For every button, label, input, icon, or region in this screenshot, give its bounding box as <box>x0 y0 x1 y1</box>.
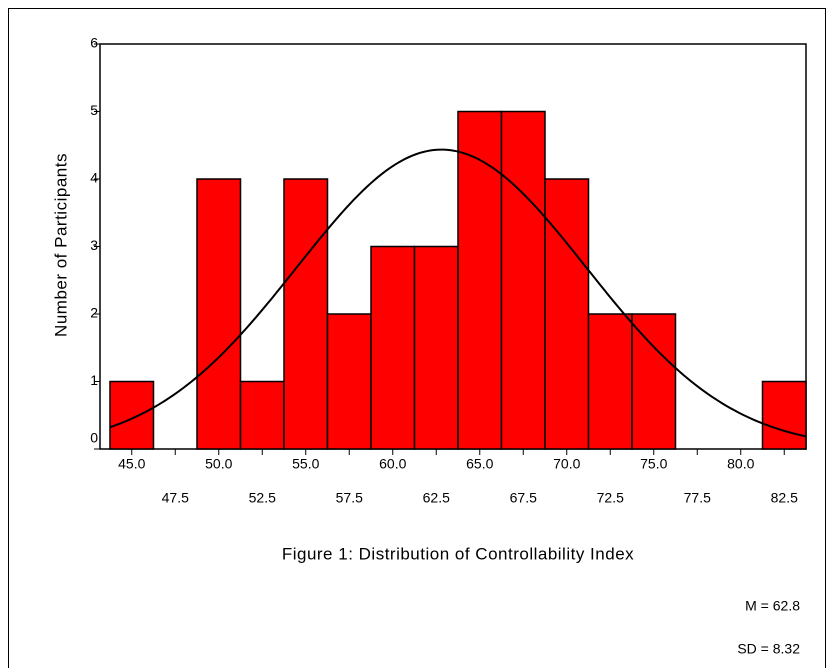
bar <box>544 178 590 450</box>
annotation: SD = 8.32 <box>737 641 800 657</box>
y-tick-label: 3 <box>90 237 98 253</box>
x-tick-label: 77.5 <box>684 490 711 506</box>
x-tick-label: 80.0 <box>727 456 754 472</box>
chart-title: Figure 1: Distribution of Controllabilit… <box>282 544 634 563</box>
x-tick-label: 57.5 <box>336 490 363 506</box>
bar <box>500 110 546 450</box>
bar <box>413 245 459 450</box>
x-tick-label: 45.0 <box>118 456 145 472</box>
y-axis-label: Number of Participants <box>51 153 70 337</box>
normal-curve <box>109 148 807 438</box>
y-tick-label: 1 <box>90 372 98 388</box>
bar <box>457 110 503 450</box>
x-tick-label: 60.0 <box>379 456 406 472</box>
x-tick-label: 52.5 <box>249 490 276 506</box>
x-tick-label: 47.5 <box>162 490 189 506</box>
bar <box>631 313 677 450</box>
y-tick-label: 4 <box>90 170 98 186</box>
y-tick-label: 2 <box>90 305 98 321</box>
y-tick-label: 0 <box>90 430 98 446</box>
x-tick-label: 82.5 <box>771 490 798 506</box>
annotation: M = 62.8 <box>745 598 800 614</box>
x-tick-label: 55.0 <box>292 456 319 472</box>
x-tick-label: 75.0 <box>640 456 667 472</box>
x-tick-label: 67.5 <box>510 490 537 506</box>
bar <box>239 380 285 450</box>
bar <box>587 313 633 450</box>
x-tick-label: 62.5 <box>423 490 450 506</box>
y-tick-label: 6 <box>90 35 98 51</box>
y-tick-label: 5 <box>90 102 98 118</box>
bar <box>196 178 242 450</box>
bar <box>326 313 372 450</box>
bar <box>370 245 416 450</box>
x-tick-label: 70.0 <box>553 456 580 472</box>
x-tick-label: 65.0 <box>466 456 493 472</box>
bar <box>283 178 329 450</box>
x-tick-label: 50.0 <box>205 456 232 472</box>
x-tick-label: 72.5 <box>597 490 624 506</box>
bar <box>109 380 155 450</box>
bar <box>761 380 807 450</box>
